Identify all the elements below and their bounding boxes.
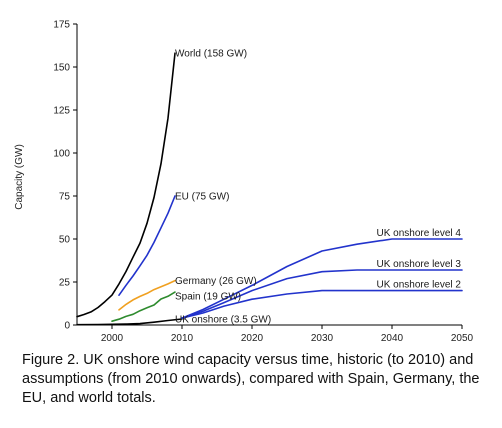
y-axis-label: Capacity (GW) (14, 144, 25, 210)
y-tick-label: 25 (59, 278, 71, 289)
series-line-germany-26-gw (118, 279, 176, 311)
series-line-uk-onshore-level-3 (181, 269, 463, 319)
x-tick-label: 2050 (451, 333, 474, 344)
y-tick-label: 75 (59, 192, 71, 203)
axes: 0 25 50 75 100 125 150 175 2000 2010 2020 2030 2040 2… (53, 20, 473, 345)
annotation-uk-onshore-level-2: UK onshore level 2 (377, 280, 462, 291)
y-tick-label: 100 (53, 149, 70, 160)
series-line-uk-onshore-level-4 (181, 238, 463, 319)
annotation-world-158-gw: World (158 GW) (175, 49, 247, 60)
y-tick-label: 50 (59, 235, 71, 246)
series-lines (76, 52, 463, 326)
annotation-spain-19-gw: Spain (19 GW) (175, 291, 241, 302)
y-tick-label: 0 (64, 321, 70, 332)
x-tick-label: 2030 (311, 333, 334, 344)
x-tick-label: 2020 (241, 333, 264, 344)
annotation-eu-75-gw: EU (75 GW) (175, 192, 229, 203)
series-line-spain-19-gw (111, 291, 176, 323)
x-tick-label: 2010 (171, 333, 194, 344)
series-line-world-158-gw (76, 52, 176, 318)
annotation-germany-26-gw: Germany (26 GW) (175, 276, 257, 287)
y-tick-label: 125 (53, 106, 70, 117)
x-tick-label: 2040 (381, 333, 404, 344)
annotation-uk-onshore-level-4: UK onshore level 4 (377, 228, 462, 239)
wind-capacity-chart: 0 25 50 75 100 125 150 175 2000 2010 2020 2030 2040 2… (14, 20, 474, 345)
y-tick-label: 175 (53, 20, 70, 31)
figure-caption: Figure 2. UK onshore wind capacity versu… (22, 352, 480, 406)
series-annotations: World (158 GW) EU (75 GW) Germany (26 GW) S… (175, 49, 461, 326)
annotation-uk-onshore-3-5-gw: UK onshore (3.5 GW) (175, 314, 271, 325)
series-line-eu-75-gw (118, 195, 176, 297)
x-tick-label: 2000 (101, 333, 124, 344)
y-tick-label: 150 (53, 63, 70, 74)
annotation-uk-onshore-level-3: UK onshore level 3 (377, 259, 462, 270)
series-line-uk-onshore-level-2 (181, 289, 463, 319)
series-line-uk-onshore-3-5-gw (76, 318, 183, 326)
